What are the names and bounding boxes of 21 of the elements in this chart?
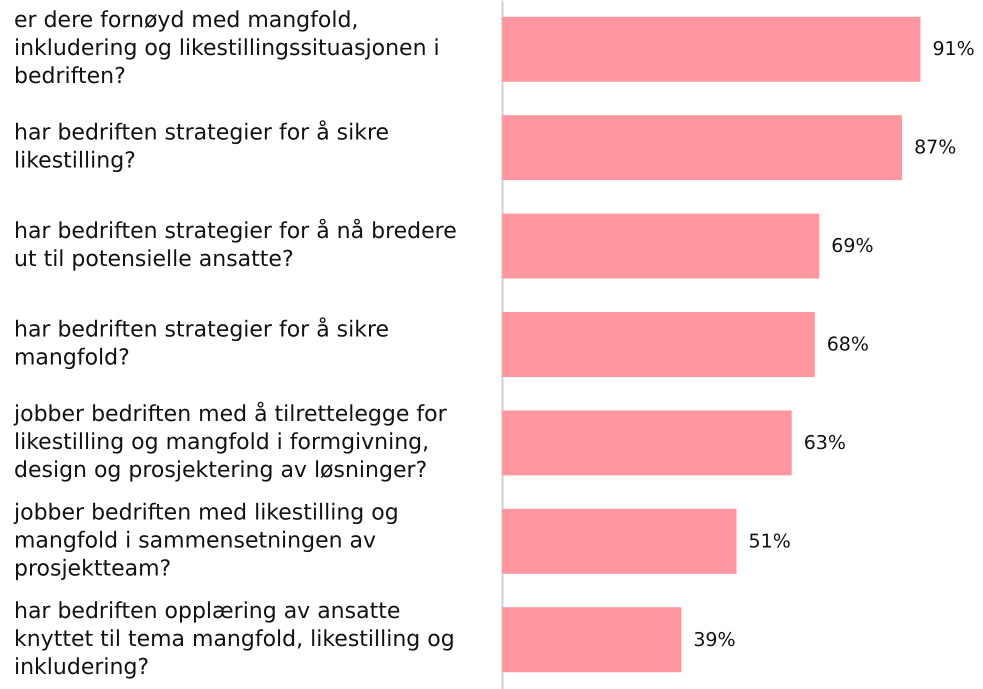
y-tick-label: er dere fornøyd med mangfold, inkludering og likestillingssituasjonen i bedriften? <box>14 8 440 90</box>
data-label: 68% <box>826 334 869 356</box>
bar <box>502 508 737 574</box>
bar <box>502 607 682 672</box>
y-tick-label: har bedriften strategier for å sikre mangfold? <box>14 316 390 370</box>
bar <box>502 214 820 279</box>
data-label: 39% <box>693 628 736 651</box>
data-label: 51% <box>748 530 791 552</box>
y-tick-label: har bedriften strategier for å nå bredere ut til potensielle ansatte? <box>14 218 457 272</box>
y-tick-label: har bedriften opplæring av ansatte knyttet til tema mangfold, likestilling og inkludering? <box>14 598 455 680</box>
data-label: 69% <box>831 235 874 258</box>
bar <box>502 410 792 476</box>
y-tick-label: jobber bedriften med likestilling og mangfold i sammensetningen av prosjektteam? <box>13 500 399 582</box>
y-tick-label: jobber bedriften med å tilrettelegge for likestilling og mangfold i formgivning, design og prosjektering av løsninger? <box>13 400 448 483</box>
bar <box>502 312 815 377</box>
bar <box>502 16 920 82</box>
data-label: 91% <box>932 38 975 60</box>
data-label: 87% <box>914 136 956 159</box>
data-label: 63% <box>804 432 846 454</box>
y-tick-label: har bedriften strategier for å sikre likestilling? <box>14 120 390 174</box>
bar <box>502 115 902 180</box>
